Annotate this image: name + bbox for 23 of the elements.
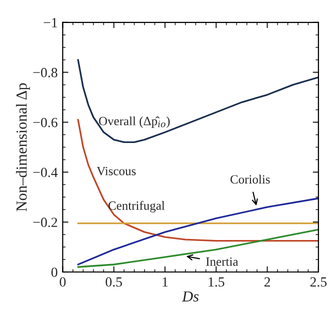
annotation: Overall (Δp̂$_{io}$) (99, 116, 170, 128)
x-tick-label: 2 (264, 277, 270, 286)
x-tick-label: 1.5 (208, 277, 224, 287)
x-tick-label: 0.5 (106, 277, 122, 287)
y-tick-label: −0.6 (33, 118, 58, 128)
line-series (77, 228, 318, 268)
annotation: Coriolis (230, 174, 270, 184)
line-series (77, 118, 318, 242)
annotation: Inertia (206, 257, 238, 266)
line-series (77, 198, 318, 266)
y-tick-label: −1 (44, 18, 58, 28)
x-axis-title: Ds (182, 291, 199, 302)
y-tick-label: −0.8 (33, 68, 58, 78)
y-axis-title: Non–dimensional Δp (16, 83, 30, 212)
x-tick-label: 2.5 (310, 277, 327, 287)
x-tick-label: 1 (162, 277, 168, 286)
line-series (77, 59, 318, 144)
y-tick-label: −0.4 (33, 168, 58, 178)
annotation: Viscous (96, 166, 136, 176)
x-tick-label: 0 (60, 277, 66, 287)
annotation: Centrifugal (108, 200, 165, 212)
y-tick-label: 0 (51, 268, 58, 277)
y-tick-label: −0.2 (33, 218, 58, 228)
